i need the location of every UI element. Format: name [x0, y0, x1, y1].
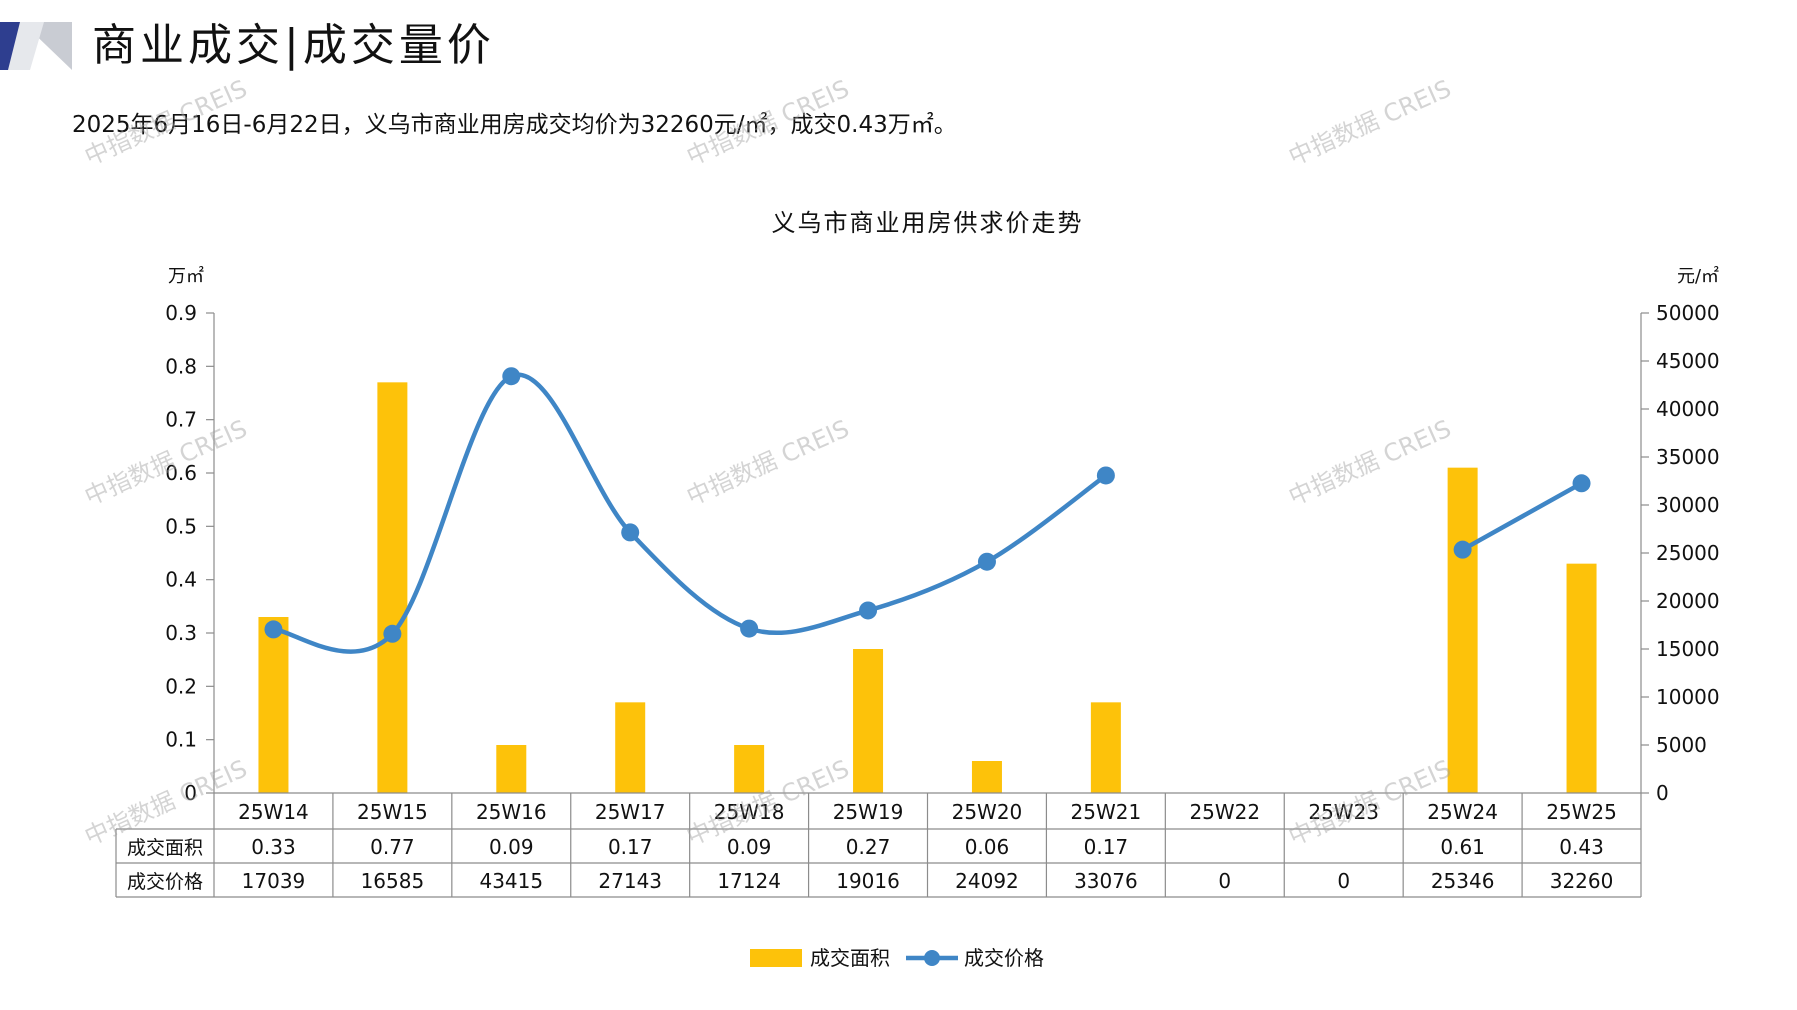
price-line-segment-2 — [1460, 481, 1584, 552]
left-axis-tick-label: 0.9 — [165, 301, 197, 325]
right-axis-tick-label: 15000 — [1656, 637, 1720, 661]
price-point-25w18 — [740, 619, 759, 638]
table-cell-price: 17039 — [242, 869, 306, 893]
bar-25w20 — [971, 761, 1002, 793]
left-axis-tick-label: 0 — [184, 781, 197, 805]
right-axis-tick-label: 25000 — [1656, 541, 1720, 565]
bar-25w15 — [377, 382, 408, 793]
price-point-25w19 — [859, 601, 878, 620]
table-row-header-price: 成交价格 — [127, 871, 203, 893]
table-cell-price: 27143 — [598, 869, 662, 893]
bar-25w21 — [1090, 702, 1121, 793]
legend-swatch-price-marker — [924, 950, 940, 966]
table-cell-price: 24092 — [955, 869, 1019, 893]
table-cell-price: 0 — [1337, 869, 1350, 893]
table-cell-area: 0.06 — [965, 835, 1010, 859]
left-axis-tick-label: 0.8 — [165, 354, 197, 378]
table-cell-area: 0.61 — [1440, 835, 1485, 859]
summary-text: 2025年6月16日-6月22日，义乌市商业用房成交均价为32260元/㎡，成交… — [72, 112, 957, 138]
table-cell-price: 16585 — [361, 869, 425, 893]
left-axis-tick-label: 0.1 — [165, 728, 197, 752]
table-cell-price: 33076 — [1074, 869, 1138, 893]
x-category-label: 25W25 — [1546, 800, 1617, 824]
price-line-segment-1 — [271, 372, 1109, 654]
left-axis-tick-label: 0.6 — [165, 461, 197, 485]
chart-title: 义乌市商业用房供求价走势 — [772, 209, 1084, 237]
price-point-25w20 — [977, 552, 996, 571]
price-point-25w25 — [1572, 474, 1591, 493]
x-category-label: 25W19 — [833, 800, 904, 824]
bar-25w16 — [496, 745, 527, 793]
table-cell-area: 0.77 — [370, 835, 415, 859]
bar-25w18 — [734, 745, 765, 793]
left-axis-tick-label: 0.4 — [165, 568, 197, 592]
right-axis-tick-label: 0 — [1656, 781, 1669, 805]
table-cell-price: 0 — [1218, 869, 1231, 893]
table-cell-price: 25346 — [1431, 869, 1495, 893]
x-category-label: 25W21 — [1071, 800, 1142, 824]
right-axis-tick-label: 30000 — [1656, 493, 1720, 517]
right-axis-tick-label: 40000 — [1656, 397, 1720, 421]
table-cell-price: 32260 — [1550, 869, 1614, 893]
left-axis-unit: 万㎡ — [168, 265, 204, 287]
x-category-label: 25W17 — [595, 800, 666, 824]
right-axis-tick-label: 10000 — [1656, 685, 1720, 709]
table-cell-price: 17124 — [717, 869, 781, 893]
price-point-25w17 — [621, 523, 640, 542]
left-axis-tick-label: 0.7 — [165, 408, 197, 432]
bar-25w17 — [615, 702, 646, 793]
right-axis-tick-label: 5000 — [1656, 733, 1707, 757]
price-point-25w16 — [502, 367, 521, 386]
bar-25w14 — [258, 617, 289, 793]
bar-25w25 — [1566, 563, 1597, 793]
table-cell-price: 19016 — [836, 869, 900, 893]
bar-25w24 — [1447, 467, 1478, 793]
right-axis-tick-label: 35000 — [1656, 445, 1720, 469]
table-cell-area: 0.09 — [727, 835, 772, 859]
x-category-label: 25W15 — [357, 800, 428, 824]
x-category-label: 25W20 — [952, 800, 1023, 824]
price-point-25w15 — [383, 624, 402, 643]
price-point-25w24 — [1453, 540, 1472, 559]
bar-25w19 — [853, 649, 884, 793]
page-title: 商业成交|成交量价 — [92, 20, 495, 71]
x-category-label: 25W24 — [1427, 800, 1498, 824]
price-point-25w14 — [264, 620, 283, 639]
right-axis-tick-label: 50000 — [1656, 301, 1720, 325]
table-cell-area: 0.33 — [251, 835, 296, 859]
table-row-header-area: 成交面积 — [127, 837, 203, 859]
table-cell-area: 0.17 — [608, 835, 653, 859]
left-axis-tick-label: 0.3 — [165, 621, 197, 645]
x-category-label: 25W14 — [238, 800, 309, 824]
table-cell-area: 0.43 — [1559, 835, 1604, 859]
x-category-label: 25W23 — [1308, 800, 1379, 824]
left-axis-tick-label: 0.2 — [165, 674, 197, 698]
legend-swatch-area — [750, 949, 802, 967]
price-point-25w21 — [1096, 466, 1115, 485]
right-axis-tick-label: 45000 — [1656, 349, 1720, 373]
x-category-label: 25W16 — [476, 800, 547, 824]
table-cell-area: 0.17 — [1084, 835, 1129, 859]
legend-label-area: 成交面积 — [810, 946, 890, 970]
right-axis-tick-label: 20000 — [1656, 589, 1720, 613]
table-cell-area: 0.09 — [489, 835, 534, 859]
right-axis-unit: 元/㎡ — [1677, 265, 1719, 287]
brand-logo-mark — [0, 22, 72, 70]
table-cell-price: 43415 — [479, 869, 543, 893]
table-cell-area: 0.27 — [846, 835, 891, 859]
x-category-label: 25W18 — [714, 800, 785, 824]
x-category-label: 25W22 — [1189, 800, 1260, 824]
legend-label-price: 成交价格 — [964, 946, 1044, 970]
left-axis-tick-label: 0.5 — [165, 514, 197, 538]
